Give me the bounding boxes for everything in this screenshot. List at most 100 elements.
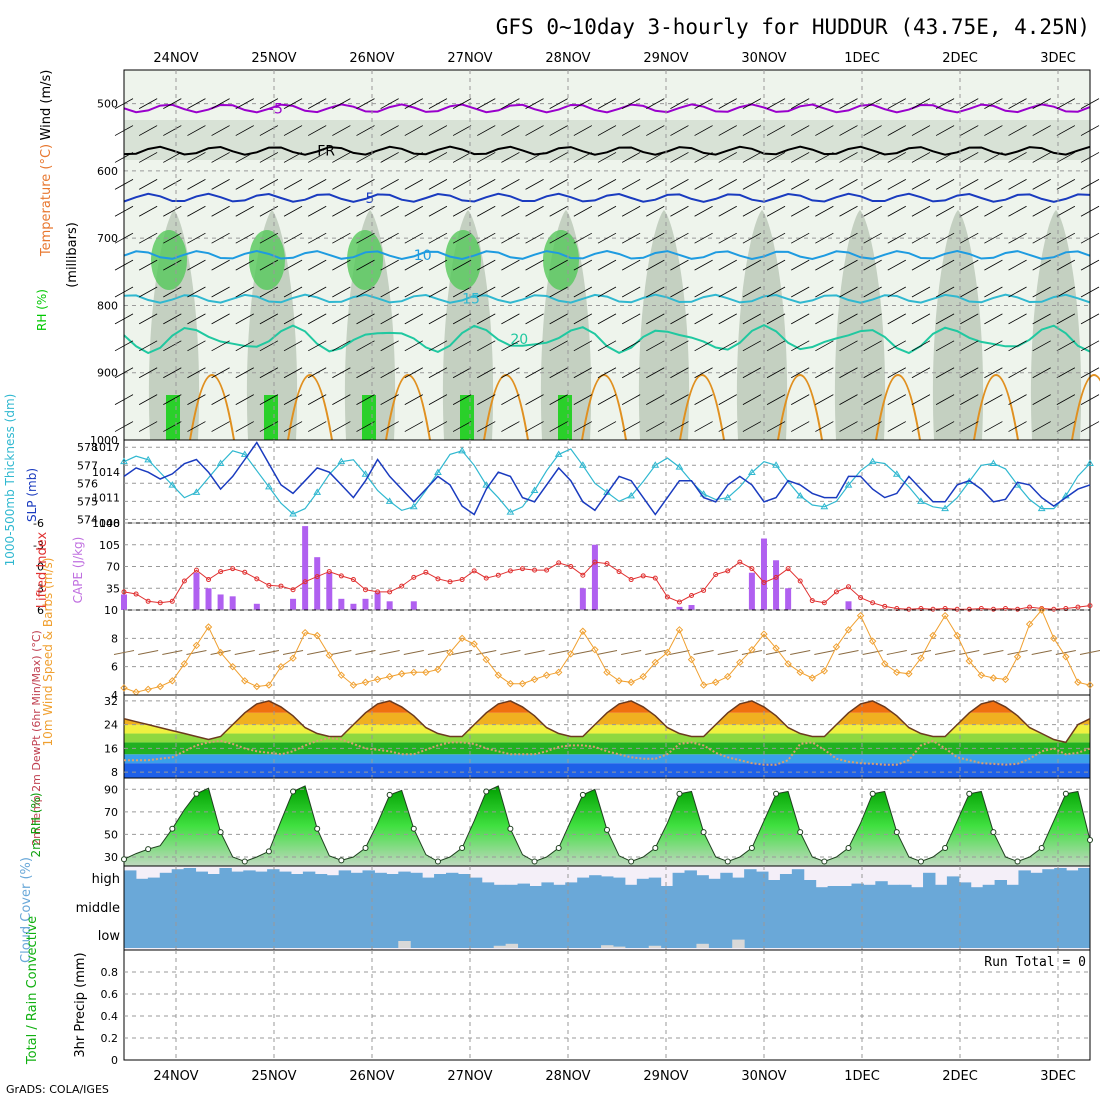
rh-point [386,791,393,798]
wind-barb [573,421,593,432]
wind-barb [525,286,544,298]
wind-barb [573,179,593,190]
rh-axis-label: RH (%) [35,289,49,331]
li-point [701,587,707,593]
wind-barb [597,313,617,325]
wind-barb [380,125,399,136]
wind-barb [911,232,931,244]
cloud-high-bar [338,870,352,892]
wind-barb [452,259,472,271]
wind-barb [259,179,279,190]
rh-point [966,790,973,797]
wind-barb [283,259,303,271]
isotherm-5 [123,192,1091,203]
cape-bar [845,601,852,610]
thickness-point [337,457,346,465]
wind-barb [742,179,762,190]
li-point [423,569,429,575]
cape-bar [386,601,393,610]
wind-barb [308,259,327,271]
thickness-slp-panel: 574 575 576 577 578 1008 1011 1014 1017 1000-500m… [3,394,1094,566]
wind-barb [863,125,882,136]
li-point [254,576,260,582]
wind-barb [308,152,327,163]
wind-barb [1032,125,1051,136]
cloud-high-bar [839,886,852,892]
date-label-bottom: 30NOV [741,1069,786,1084]
li-point [532,567,538,573]
wind-barb [839,179,858,190]
cape-bar [374,592,381,610]
wind-barb [501,152,520,163]
cloud-high-bar [815,887,829,892]
thickness-point [361,470,370,477]
wind-barb [163,152,182,163]
wind-barb [815,232,834,244]
wind-barb [187,367,206,379]
wind-barb [452,367,472,379]
date-label-bottom: 29NOV [643,1069,688,1084]
wind-barb [984,340,1003,352]
wind-speed-point [542,671,551,679]
wind-speed-point [228,662,237,671]
temp-tick-label: 8 [111,766,118,779]
wind10m-barb [403,650,424,655]
wind-barb [138,313,158,325]
wind-barb [573,98,593,109]
wind-barb [332,232,351,244]
li-axis-label: Lifted Index [35,531,50,608]
wind-barb [332,179,351,190]
temp-color-band [124,754,1090,764]
wind-barb [863,340,882,352]
wind-barb [1032,259,1051,271]
wind-speed-point [361,678,370,686]
wind-speed-point [760,630,768,638]
wind-barb [597,232,617,244]
date-label-top: 3DEC [1040,51,1076,66]
wind-speed-point [1001,675,1010,684]
wind-barb [163,179,182,190]
thickness-point [313,488,322,495]
wind-barb [935,152,955,163]
li-tick-label: 3 [37,582,44,595]
rh-point [917,858,924,865]
wind-barb [1008,179,1027,190]
cloud-high-bar [255,871,268,892]
wind-barb [597,98,617,109]
wind-barb [670,367,689,379]
wind-barb [501,205,520,217]
thickness-tick-label: 574 [77,513,98,526]
cape-bar [676,606,683,610]
cape-bar [591,544,598,610]
li-point [495,572,501,578]
wind-barb [549,125,568,136]
cape-bar [205,588,212,610]
wind-barb [549,340,568,352]
date-label-bottom: 3DEC [1040,1069,1076,1084]
wind-speed-point [530,675,539,684]
cloud-high-bar [231,871,244,892]
wind-barb [501,125,520,136]
wind-barb [428,179,448,190]
chart-title: GFS 0~10day 3-hourly for HUDDUR (43.75E,… [496,15,1090,39]
wind-barb [332,340,351,352]
wind-barb [984,421,1003,432]
wind-barb [308,125,327,136]
wind-speed-point [518,679,527,688]
wind10m-barb [258,650,279,655]
wind-barb [308,340,327,352]
thickness-point [844,481,853,488]
thickness-point [868,457,877,465]
wind-barb [428,394,448,405]
cloud-high-bar [422,877,435,892]
credit-label: GrADS: COLA/IGES [6,1083,109,1096]
wind-barb [283,152,303,163]
wind-barb [477,98,496,109]
wind-barb [428,286,448,298]
wind-barb [887,259,906,271]
wind-barb [1056,98,1076,109]
thickness-point [723,493,732,501]
wind-barb [163,421,182,432]
li-point [326,569,332,575]
wind10m-barb [959,650,980,655]
